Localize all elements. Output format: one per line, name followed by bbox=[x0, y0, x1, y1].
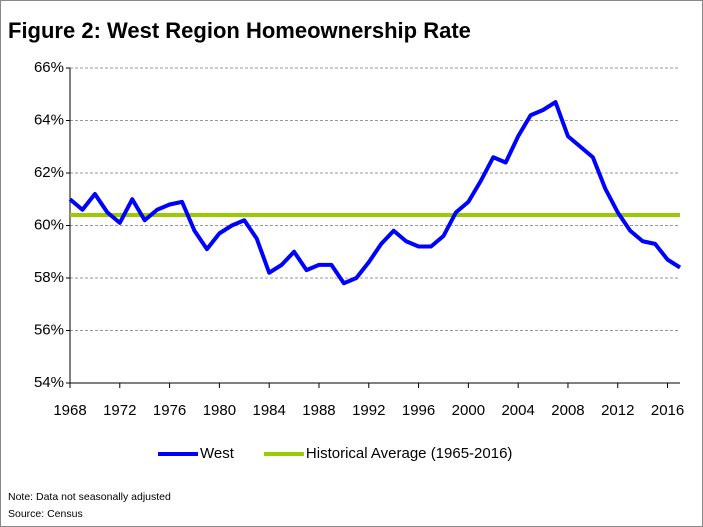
x-tick-label: 2016 bbox=[651, 402, 684, 419]
x-tick-label: 2012 bbox=[601, 402, 634, 419]
x-tick-label: 1976 bbox=[153, 402, 186, 419]
x-tick-label: 1968 bbox=[53, 402, 86, 419]
y-tick-label: 56% bbox=[34, 321, 64, 338]
note: Note: Data not seasonally adjusted bbox=[8, 491, 171, 503]
x-tick-label: 1972 bbox=[103, 402, 136, 419]
y-tick-label: 64% bbox=[34, 111, 64, 128]
y-tick-label: 58% bbox=[34, 269, 64, 286]
x-tick-label: 2008 bbox=[551, 402, 584, 419]
x-tick-label: 1992 bbox=[352, 402, 385, 419]
line-series bbox=[68, 100, 682, 286]
x-tick-label: 2000 bbox=[452, 402, 485, 419]
x-tick-label: 1988 bbox=[302, 402, 335, 419]
y-tick-label: 66% bbox=[34, 59, 64, 76]
y-tick-label: 60% bbox=[34, 216, 64, 233]
x-tick-label: 1984 bbox=[252, 402, 285, 419]
x-tick-label: 2004 bbox=[501, 402, 534, 419]
x-tick-label: 1996 bbox=[402, 402, 435, 419]
y-tick-label: 62% bbox=[34, 164, 64, 181]
legend-label: West bbox=[200, 445, 235, 462]
x-tick-label: 1980 bbox=[203, 402, 236, 419]
note: Source: Census bbox=[8, 508, 83, 520]
legend-label: Historical Average (1965-2016) bbox=[306, 445, 513, 462]
y-tick-label: 54% bbox=[34, 374, 64, 391]
chart-title: Figure 2: West Region Homeownership Rate bbox=[8, 18, 471, 43]
